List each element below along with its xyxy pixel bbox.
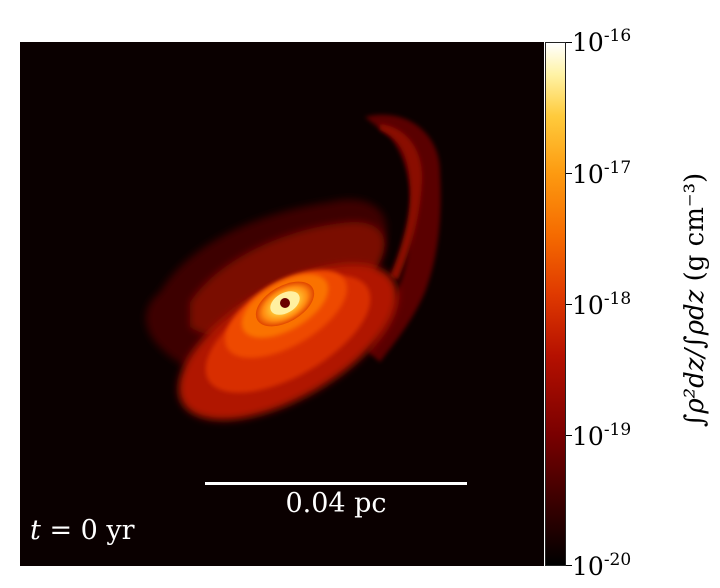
colorbar-title: ∫ρ²dz/∫ρdz (g cm⁻³) xyxy=(680,173,710,427)
time-value: = 0 yr xyxy=(40,515,135,546)
time-label: t = 0 yr xyxy=(30,515,135,546)
colorbar-title-math: ∫ρ²dz/∫ρdz xyxy=(680,289,710,428)
time-symbol: t xyxy=(30,515,41,546)
colorbar-tick xyxy=(566,435,572,436)
colorbar-title-units: (g cm⁻³) xyxy=(680,172,710,290)
density-projection-image xyxy=(20,42,544,566)
colorbar-tick xyxy=(566,565,572,566)
colorbar-tick-label: 10-19 xyxy=(572,420,632,451)
colorbar-tick-label: 10-17 xyxy=(572,158,632,189)
colorbar-tick xyxy=(566,42,572,43)
colorbar-tick-label: 10-16 xyxy=(572,26,632,57)
spiral-arm-upper-inner xyxy=(380,124,423,280)
colorbar-tick xyxy=(566,304,572,305)
colorbar xyxy=(545,42,566,566)
scale-bar-label: 0.04 pc xyxy=(285,488,387,519)
colorbar-tick-label: 10-18 xyxy=(572,289,632,320)
central-sink xyxy=(280,298,290,308)
scale-bar xyxy=(205,482,467,485)
colorbar-tick-label: 10-20 xyxy=(572,550,632,581)
colorbar-tick xyxy=(566,173,572,174)
